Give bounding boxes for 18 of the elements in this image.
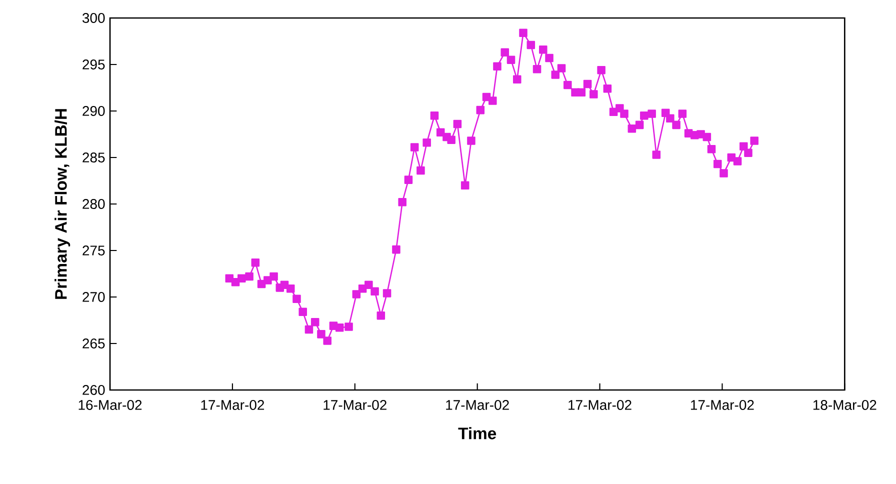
x-tick-label: 16-Mar-02 <box>78 400 142 410</box>
y-tick-label: 270 <box>82 292 105 302</box>
x-tick-label: 18-Mar-02 <box>813 400 876 410</box>
x-tick-label: 17-Mar-02 <box>201 400 264 410</box>
y-tick-label: 275 <box>82 246 105 256</box>
y-tick-label: 280 <box>82 199 105 209</box>
y-tick-label: 285 <box>82 152 105 162</box>
x-tick-label: 17-Mar-02 <box>324 400 386 410</box>
y-tick-label: 295 <box>82 60 105 70</box>
x-tick-label: 17-Mar-02 <box>568 400 632 410</box>
y-tick-label: 300 <box>82 13 105 23</box>
y-tick-label: 260 <box>82 385 105 395</box>
x-axis-title: Time <box>458 427 496 440</box>
y-tick-label: 265 <box>82 338 105 348</box>
y-tick-label: 290 <box>82 106 105 116</box>
y-axis-title: Primary Air Flow, KLB/H <box>54 109 70 299</box>
x-tick-label: 17-Mar-02 <box>446 400 509 410</box>
x-tick-label: 17-Mar-02 <box>690 400 754 410</box>
